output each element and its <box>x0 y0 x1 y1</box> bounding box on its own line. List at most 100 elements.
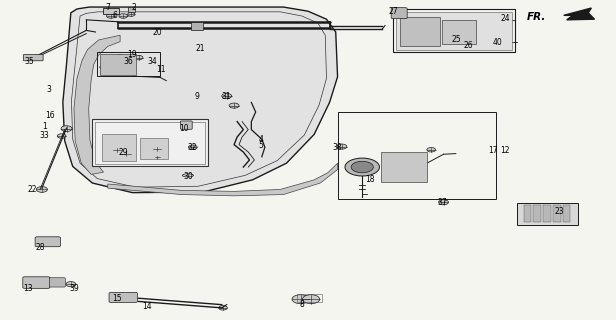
Bar <box>400 17 440 46</box>
Text: 1: 1 <box>43 122 47 131</box>
Bar <box>100 54 136 75</box>
Bar <box>338 112 496 199</box>
Text: 8: 8 <box>299 300 304 309</box>
Circle shape <box>394 10 404 15</box>
Bar <box>95 122 205 164</box>
Circle shape <box>405 174 414 178</box>
Text: 4: 4 <box>258 135 263 144</box>
Circle shape <box>113 295 121 299</box>
Circle shape <box>134 55 143 60</box>
Text: 15: 15 <box>112 294 122 303</box>
Text: 27: 27 <box>388 7 398 16</box>
Text: 10: 10 <box>179 124 188 133</box>
Circle shape <box>427 148 436 152</box>
Text: 21: 21 <box>195 44 205 52</box>
Text: 22: 22 <box>27 185 37 194</box>
Bar <box>553 205 561 222</box>
Text: 5: 5 <box>258 141 263 150</box>
Text: 24: 24 <box>500 14 510 23</box>
Circle shape <box>457 39 464 43</box>
Text: 12: 12 <box>500 146 510 155</box>
Text: 11: 11 <box>156 65 166 74</box>
Bar <box>128 7 135 12</box>
Circle shape <box>110 65 118 69</box>
Circle shape <box>469 39 477 44</box>
Bar <box>396 12 512 50</box>
FancyBboxPatch shape <box>35 237 60 247</box>
Bar <box>393 9 515 52</box>
Circle shape <box>410 165 421 171</box>
Text: 7: 7 <box>105 3 110 12</box>
Circle shape <box>107 14 115 18</box>
Circle shape <box>121 151 131 156</box>
Circle shape <box>302 295 320 304</box>
Circle shape <box>345 158 379 176</box>
Circle shape <box>222 93 232 99</box>
Text: 28: 28 <box>35 243 45 252</box>
Text: 26: 26 <box>463 41 473 50</box>
Text: 40: 40 <box>493 38 503 47</box>
Text: 31: 31 <box>222 92 232 100</box>
Circle shape <box>119 14 128 18</box>
Text: 39: 39 <box>69 284 79 293</box>
Circle shape <box>337 144 347 149</box>
Circle shape <box>116 65 124 69</box>
Circle shape <box>407 31 416 36</box>
Text: 33: 33 <box>39 131 49 140</box>
Circle shape <box>116 55 124 59</box>
Text: 18: 18 <box>365 175 375 184</box>
Circle shape <box>424 37 432 41</box>
Polygon shape <box>74 35 120 174</box>
Circle shape <box>113 148 121 152</box>
Text: 37: 37 <box>437 198 447 207</box>
Bar <box>297 294 322 302</box>
Bar <box>191 22 203 30</box>
Circle shape <box>36 187 47 192</box>
Bar <box>103 8 119 14</box>
Polygon shape <box>564 8 594 20</box>
Text: 16: 16 <box>46 111 55 120</box>
Text: 30: 30 <box>183 172 193 180</box>
Text: 32: 32 <box>187 143 197 152</box>
FancyBboxPatch shape <box>49 278 65 287</box>
FancyBboxPatch shape <box>23 54 43 61</box>
FancyBboxPatch shape <box>180 121 192 129</box>
Bar <box>381 152 427 182</box>
Text: 38: 38 <box>333 143 342 152</box>
Circle shape <box>128 12 135 16</box>
Text: 35: 35 <box>25 57 34 66</box>
Bar <box>517 203 578 225</box>
Circle shape <box>229 103 239 108</box>
Text: 19: 19 <box>128 50 137 59</box>
Text: 3: 3 <box>47 85 52 94</box>
Text: 9: 9 <box>195 92 200 100</box>
Text: 13: 13 <box>23 284 33 293</box>
Text: 29: 29 <box>118 148 128 157</box>
Text: 23: 23 <box>554 207 564 216</box>
Bar <box>140 138 168 159</box>
Circle shape <box>61 126 72 132</box>
Bar <box>102 134 136 161</box>
Ellipse shape <box>182 174 193 177</box>
Polygon shape <box>63 7 338 193</box>
Circle shape <box>100 65 107 69</box>
Text: 34: 34 <box>148 57 158 66</box>
Text: 25: 25 <box>451 35 461 44</box>
Circle shape <box>125 295 134 299</box>
Circle shape <box>188 145 197 149</box>
FancyBboxPatch shape <box>391 8 407 19</box>
Polygon shape <box>108 163 338 196</box>
Text: 36: 36 <box>123 57 133 66</box>
Bar <box>524 205 531 222</box>
Bar <box>92 119 208 166</box>
Circle shape <box>155 156 160 159</box>
Circle shape <box>448 31 457 36</box>
Circle shape <box>292 295 309 304</box>
Text: 6: 6 <box>113 11 118 20</box>
Bar <box>563 205 570 222</box>
Text: 14: 14 <box>142 302 152 311</box>
Text: FR.: FR. <box>527 12 546 22</box>
FancyBboxPatch shape <box>23 277 50 288</box>
Bar <box>97 52 160 76</box>
Bar <box>543 205 551 222</box>
